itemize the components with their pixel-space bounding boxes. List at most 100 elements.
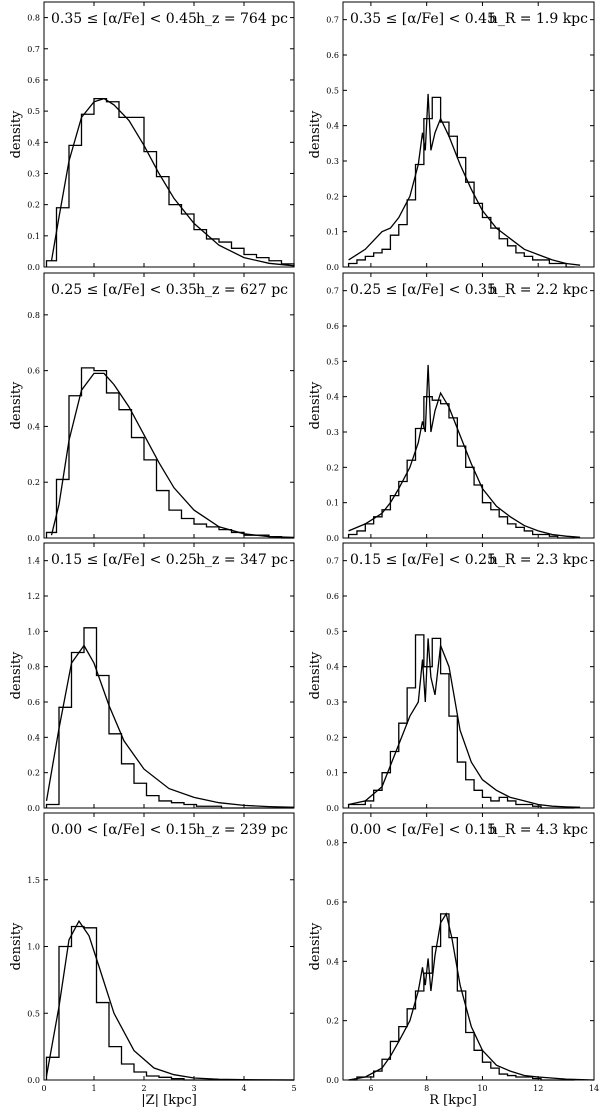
x-tick-label: 8 — [424, 1084, 429, 1093]
y-tick-label: 0.5 — [326, 357, 339, 366]
chart-panel-right-3: 0.0 0.2 0.4 0.6 0.8 6 8 10 12 14 0.00 < [α/Fe] < 0… — [308, 812, 599, 1093]
plot-frame — [342, 1, 595, 268]
panel-annotation-alpha-range: 0.00 < [α/Fe] < 0.15 — [350, 822, 496, 838]
chart-panel-left-3: 0.0 0.5 1.0 1.5 0 1 2 3 4 5 0.00 < [α/Fe] < 0.15 h_… — [9, 812, 297, 1093]
histogram-steps — [347, 396, 575, 539]
y-tick-label: 1.0 — [27, 627, 40, 636]
y-tick-label: 0.4 — [326, 393, 339, 402]
model-fit-curve — [348, 638, 581, 808]
chart-panel-right-0: 0.0 0.1 0.2 0.3 0.4 0.5 0.6 0.7 0.35 ≤ [α/Fe] < … — [308, 1, 595, 272]
x-tick-label: 2 — [141, 1084, 146, 1093]
y-tick-label: 0.7 — [326, 287, 339, 296]
y-tick-label: 0.7 — [326, 16, 339, 25]
plot-frame — [43, 1, 295, 268]
chart-panel-left-0: 0.0 0.1 0.2 0.3 0.4 0.5 0.6 0.7 0.8 0.35 ≤ [α/Fe]… — [9, 1, 295, 272]
x-axis-label-right: R [kpc] — [429, 1093, 477, 1108]
y-tick-label: 0.2 — [27, 201, 40, 210]
y-tick-label: 1.0 — [27, 943, 40, 952]
x-tick-label: 4 — [241, 1084, 246, 1093]
y-tick-label: 0.5 — [27, 1009, 40, 1018]
panel-annotation-scale: h_z = 764 pc — [196, 11, 288, 27]
y-axis-label: density — [9, 922, 24, 970]
y-tick-label: 0.2 — [326, 1017, 339, 1026]
y-tick-label: 0.2 — [326, 192, 339, 201]
y-axis-label: density — [308, 651, 323, 699]
panel-annotation-scale: h_R = 1.9 kpc — [489, 11, 588, 27]
y-tick-label: 0.0 — [27, 1076, 40, 1085]
chart-panel-right-2: 0.0 0.1 0.2 0.3 0.4 0.5 0.6 0.7 0.15 ≤ [α/Fe] < … — [308, 542, 595, 813]
chart-panel-left-1: 0.0 0.2 0.4 0.6 0.8 0.25 ≤ [α/Fe] < 0.35 h_z =… — [9, 272, 295, 543]
panel-annotation-alpha-range: 0.15 ≤ [α/Fe] < 0.25 — [51, 552, 197, 568]
x-tick-label: 1 — [91, 1084, 96, 1093]
panel-annotation-scale: h_R = 2.3 kpc — [489, 552, 588, 568]
y-tick-label: 0.2 — [326, 463, 339, 472]
plot-frame — [43, 272, 295, 539]
histogram-steps — [45, 367, 294, 539]
y-axis-label: density — [308, 381, 323, 429]
y-tick-label: 0.0 — [27, 804, 40, 813]
y-tick-label: 0.0 — [27, 263, 40, 272]
panel-annotation-alpha-range: 0.25 ≤ [α/Fe] < 0.35 — [350, 282, 496, 298]
y-tick-label: 0.1 — [326, 228, 339, 237]
plot-frame — [342, 542, 595, 809]
y-tick-label: 0.8 — [27, 311, 40, 320]
panel-annotation-scale: h_z = 239 pc — [196, 822, 288, 838]
plot-frame — [43, 812, 295, 1081]
y-tick-label: 0.2 — [27, 769, 40, 778]
y-tick-label: 0.4 — [326, 663, 339, 672]
y-tick-label: 0.3 — [27, 169, 40, 178]
y-tick-label: 0.6 — [326, 322, 339, 331]
y-tick-label: 0.5 — [27, 107, 40, 116]
histogram-steps — [347, 634, 575, 809]
plot-frame — [342, 812, 595, 1081]
y-tick-label: 1.4 — [27, 557, 40, 566]
model-fit-curve — [45, 644, 295, 808]
histogram-steps — [45, 627, 294, 809]
x-axis-label-left: |Z| [kpc] — [141, 1093, 197, 1108]
y-tick-label: 0.5 — [326, 627, 339, 636]
plot-frame — [342, 272, 595, 539]
y-tick-label: 0.4 — [326, 122, 339, 131]
panel-annotation-alpha-range: 0.25 ≤ [α/Fe] < 0.35 — [51, 282, 197, 298]
panels: 0.0 0.1 0.2 0.3 0.4 0.5 0.6 0.7 0.8 0.35 ≤ [α/Fe]… — [9, 1, 599, 1093]
y-tick-label: 0.6 — [326, 51, 339, 60]
y-axis-label: density — [9, 381, 24, 429]
x-tick-label: 10 — [477, 1084, 487, 1093]
model-fit-curve — [348, 912, 595, 1081]
x-tick-label: 14 — [589, 1084, 599, 1093]
panel-annotation-alpha-range: 0.00 < [α/Fe] < 0.15 — [51, 822, 197, 838]
y-tick-label: 1.2 — [27, 592, 40, 601]
model-fit-curve — [348, 93, 581, 266]
y-tick-label: 0.3 — [326, 428, 339, 437]
y-tick-label: 0.4 — [326, 957, 339, 966]
model-fit-curve — [348, 364, 581, 538]
plot-frame — [43, 542, 295, 809]
y-tick-label: 0.3 — [326, 157, 339, 166]
panel-annotation-alpha-range: 0.15 ≤ [α/Fe] < 0.25 — [350, 552, 496, 568]
y-tick-label: 0.6 — [326, 592, 339, 601]
y-tick-label: 0.1 — [27, 232, 40, 241]
model-fit-curve — [45, 919, 295, 1081]
y-tick-label: 0.7 — [27, 45, 40, 54]
y-axis-label: density — [308, 110, 323, 158]
y-tick-label: 0.0 — [27, 534, 40, 543]
x-tick-label: 3 — [191, 1084, 196, 1093]
y-tick-label: 0.0 — [326, 804, 339, 813]
x-tick-label: 6 — [368, 1084, 373, 1093]
y-tick-label: 1.5 — [27, 876, 40, 885]
y-tick-label: 0.2 — [27, 478, 40, 487]
chart-panel-left-2: 0.0 0.2 0.4 0.6 0.8 1.0 1.2 1.4 0.15 ≤ [α/Fe] < … — [9, 542, 295, 813]
y-tick-label: 0.4 — [27, 422, 40, 431]
y-tick-label: 0.2 — [326, 733, 339, 742]
y-axis-label: density — [9, 651, 24, 699]
y-tick-label: 0.1 — [326, 769, 339, 778]
y-tick-label: 0.4 — [27, 733, 40, 742]
x-tick-label: 12 — [533, 1084, 543, 1093]
x-tick-label: 0 — [41, 1084, 46, 1093]
y-axis-label: density — [9, 110, 24, 158]
y-tick-label: 0.0 — [326, 1076, 339, 1085]
panel-annotation-scale: h_R = 4.3 kpc — [489, 822, 588, 838]
y-tick-label: 0.5 — [326, 86, 339, 95]
model-fit-curve — [50, 372, 295, 539]
